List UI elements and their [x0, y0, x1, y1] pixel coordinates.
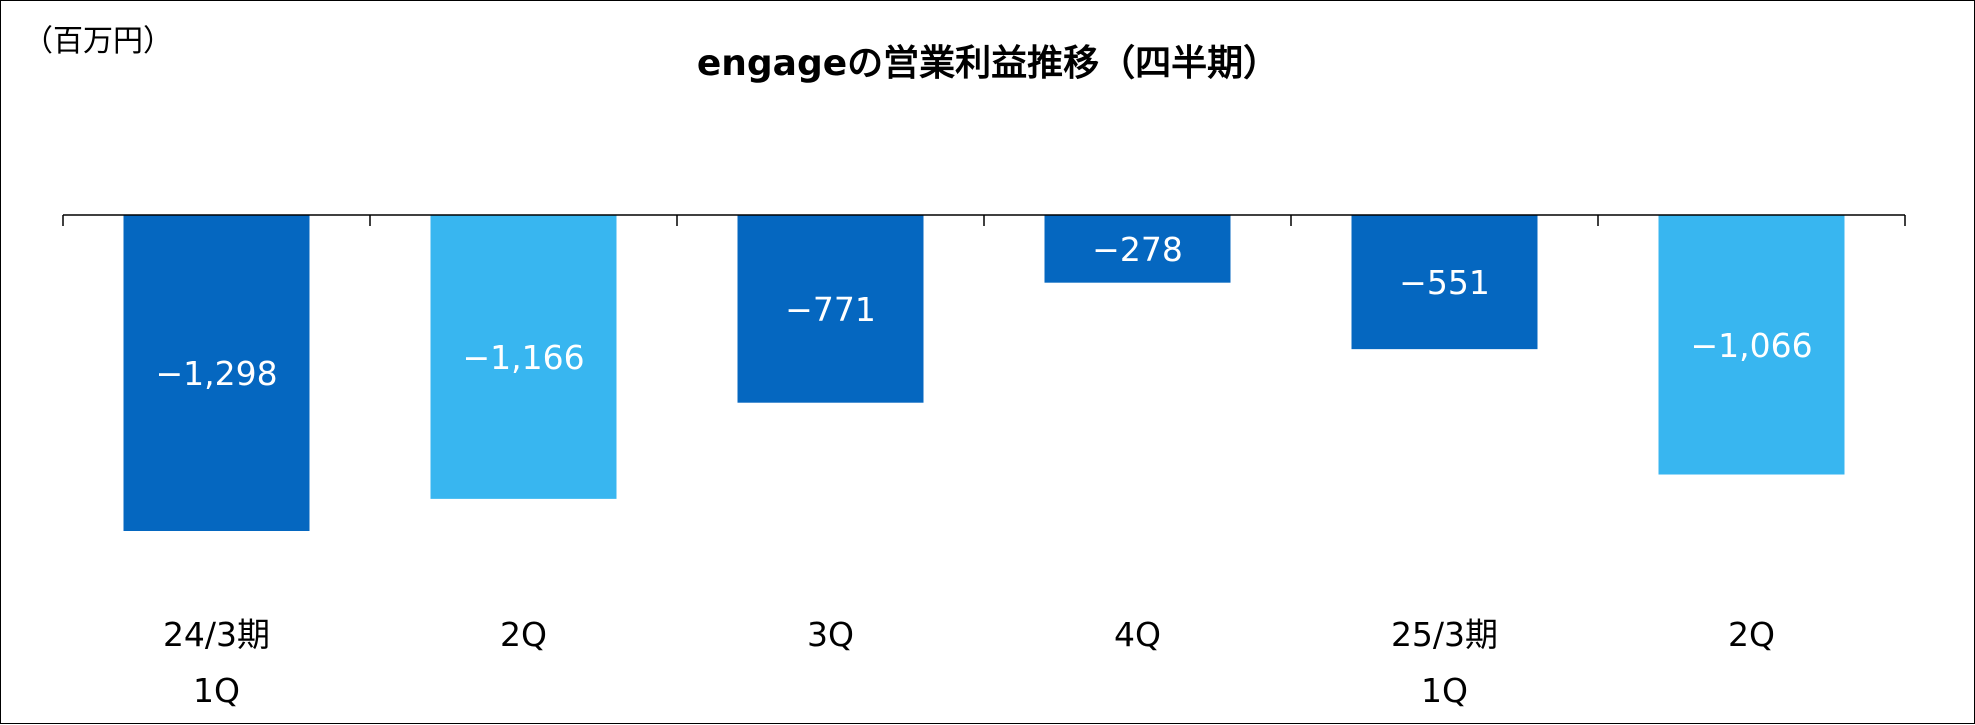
category-label-5-line-1: 25/3期 — [1391, 615, 1498, 654]
unit-label: （百万円） — [23, 24, 173, 59]
bar-4 — [1044, 215, 1231, 283]
bar-5 — [1351, 215, 1538, 350]
category-label-6: 2Q — [1728, 615, 1775, 654]
data-label-group: −1,298 −1,166 −771 −278 −551 −1,066 — [155, 230, 1812, 393]
category-label-group: 24/3期 1Q 2Q 3Q 4Q 25/3期 1Q 2Q — [163, 615, 1775, 710]
category-label-5-line-2: 1Q — [1421, 671, 1468, 710]
bar-2 — [430, 215, 617, 499]
data-label-1: −1,298 — [155, 354, 277, 393]
data-label-6: −1,066 — [1690, 326, 1812, 365]
category-label-1-line-1: 24/3期 — [163, 615, 270, 654]
category-label-4: 4Q — [1114, 615, 1161, 654]
bar-6 — [1658, 215, 1845, 475]
bar-group — [123, 215, 1845, 531]
bar-3 — [737, 215, 924, 403]
category-label-3: 3Q — [807, 615, 854, 654]
data-label-4: −278 — [1092, 230, 1183, 269]
category-label-2: 2Q — [500, 615, 547, 654]
data-label-2: −1,166 — [462, 338, 584, 377]
category-label-1-line-2: 1Q — [193, 671, 240, 710]
data-label-5: −551 — [1399, 263, 1490, 302]
chart-title: engageの営業利益推移（四半期） — [697, 43, 1279, 84]
x-axis — [62, 214, 1906, 226]
bar-1 — [123, 215, 310, 531]
data-label-3: −771 — [785, 290, 876, 329]
